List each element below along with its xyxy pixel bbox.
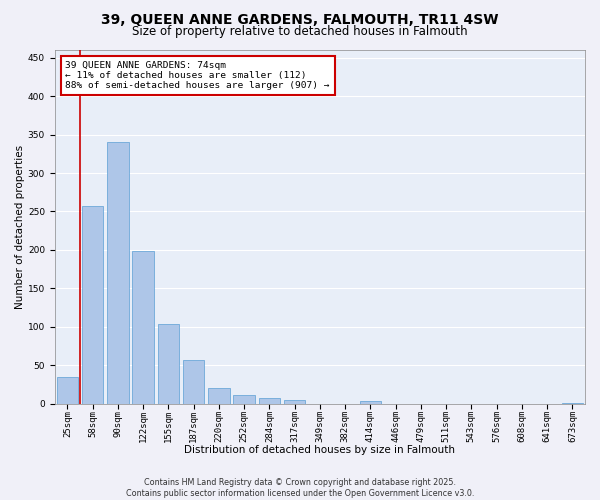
- X-axis label: Distribution of detached houses by size in Falmouth: Distribution of detached houses by size …: [184, 445, 455, 455]
- Bar: [133, 252, 154, 404]
- Bar: [107, 142, 128, 404]
- Text: Contains HM Land Registry data © Crown copyright and database right 2025.
Contai: Contains HM Land Registry data © Crown c…: [126, 478, 474, 498]
- Bar: [158, 324, 179, 404]
- Bar: [208, 388, 230, 404]
- Bar: [56, 377, 78, 404]
- Bar: [82, 206, 103, 404]
- Bar: [233, 396, 255, 404]
- Bar: [284, 400, 305, 404]
- Bar: [183, 360, 205, 404]
- Bar: [359, 402, 381, 404]
- Bar: [562, 403, 583, 404]
- Bar: [259, 398, 280, 404]
- Text: Size of property relative to detached houses in Falmouth: Size of property relative to detached ho…: [132, 25, 468, 38]
- Text: 39, QUEEN ANNE GARDENS, FALMOUTH, TR11 4SW: 39, QUEEN ANNE GARDENS, FALMOUTH, TR11 4…: [101, 12, 499, 26]
- Y-axis label: Number of detached properties: Number of detached properties: [15, 145, 25, 309]
- Text: 39 QUEEN ANNE GARDENS: 74sqm
← 11% of detached houses are smaller (112)
88% of s: 39 QUEEN ANNE GARDENS: 74sqm ← 11% of de…: [65, 60, 330, 90]
